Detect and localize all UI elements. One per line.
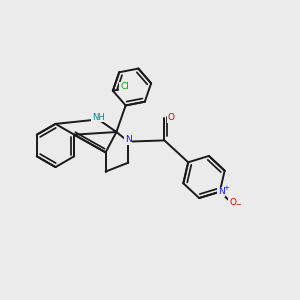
Text: O: O — [229, 198, 236, 207]
Text: NH: NH — [92, 112, 105, 122]
Text: N: N — [218, 187, 225, 196]
Text: O: O — [167, 113, 175, 122]
Text: N: N — [125, 135, 132, 144]
Text: +: + — [224, 185, 229, 191]
Text: Cl: Cl — [120, 82, 129, 91]
Text: −: − — [235, 202, 241, 208]
